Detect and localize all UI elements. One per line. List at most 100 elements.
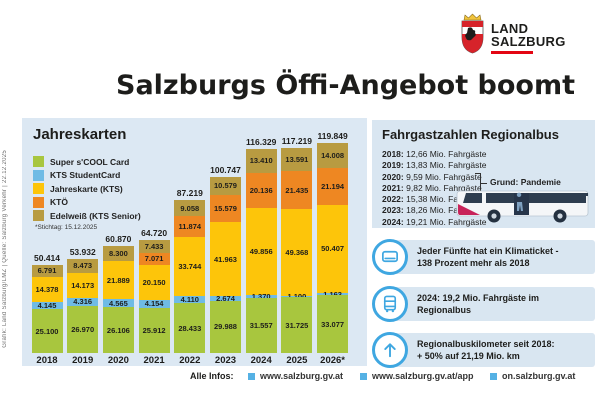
klimaticket-icon bbox=[372, 239, 408, 275]
row-year: 2021: bbox=[382, 182, 404, 193]
bar-segment: 50.407 bbox=[317, 204, 349, 293]
x-axis-label: 2022 bbox=[179, 355, 201, 366]
segment-value-label: 13.410 bbox=[249, 156, 273, 166]
segment-value-label: 50.407 bbox=[321, 244, 345, 254]
info-text-box: 2024: 19,2 Mio. Fahrgäste im Regionalbus bbox=[389, 287, 595, 321]
bar-segment: 20.150 bbox=[138, 265, 170, 301]
bar-segment: 4.145 bbox=[31, 300, 63, 310]
segment-value-label: 29.988 bbox=[214, 322, 237, 332]
bar-segment: 2.674 bbox=[210, 294, 241, 302]
segment-value-label: 6.791 bbox=[37, 266, 57, 276]
bar-segment: 29.988 bbox=[210, 300, 241, 353]
square-bullet-icon bbox=[490, 372, 497, 380]
fahrgastzahlen-list: 2018: 12,66 Mio. Fahrgäste 2019: 13,83 Mi… bbox=[382, 149, 486, 228]
bar-stack: 13.591 21.435 49.368 1.100 31.725 bbox=[281, 147, 313, 353]
row-text: 15,38 Mio. Fahrgäste bbox=[406, 194, 487, 205]
segment-value-label: 25.912 bbox=[142, 325, 166, 335]
footer-link[interactable]: on.salzburg.gv.at bbox=[490, 371, 575, 381]
bar-stack: 7.433 7.071 20.150 4.154 25.912 bbox=[138, 239, 170, 353]
row-year: 2024: bbox=[382, 216, 404, 227]
footer-link[interactable]: www.salzburg.gv.at bbox=[248, 371, 343, 381]
info-text-box: Regionalbuskilometer seit 2018: + 50% auf… bbox=[389, 333, 595, 367]
footer-link-text: www.salzburg.gv.at/app bbox=[372, 371, 474, 381]
info-callout: Jeder Fünfte hat ein Klimaticket - 138 Pr… bbox=[372, 238, 595, 276]
info-line: 138 Prozent mehr als 2018 bbox=[417, 258, 530, 268]
stacked-bar-chart: 50.414 6.791 14.378 4.145 25.100 2018 53.932 8.… bbox=[22, 118, 367, 366]
bar-segment: 6.791 bbox=[31, 264, 63, 277]
bar-segment: 1.370 bbox=[245, 293, 277, 300]
legend-swatch bbox=[33, 156, 44, 168]
bar-segment: 31.557 bbox=[245, 297, 277, 353]
segment-value-label: 7.433 bbox=[144, 241, 164, 251]
segment-value-label: 20.136 bbox=[249, 185, 273, 195]
bar-segment: 4.316 bbox=[67, 298, 99, 306]
row-year: 2022: bbox=[382, 194, 404, 205]
info-callout: Regionalbuskilometer seit 2018: + 50% auf… bbox=[372, 331, 595, 369]
segment-value-label: 9.058 bbox=[180, 203, 200, 213]
x-axis-label: 2026* bbox=[320, 355, 346, 366]
bar-total-label: 116.329 bbox=[246, 137, 277, 148]
bar-segment: 20.136 bbox=[245, 172, 277, 208]
x-axis-label: 2018 bbox=[36, 355, 58, 366]
bar-2021: 64.720 7.433 7.071 20.150 4.154 25.912 2021 bbox=[138, 228, 170, 366]
legend-swatch bbox=[33, 196, 44, 208]
segment-value-label: 4.145 bbox=[37, 300, 57, 310]
segment-value-label: 7.071 bbox=[144, 254, 164, 264]
legend-item: Jahreskarte (KTS) bbox=[33, 182, 141, 196]
legend-item: Super s'COOL Card bbox=[33, 155, 141, 169]
bar-total-label: 60.870 bbox=[105, 234, 132, 245]
fahrgast-row: 2018: 12,66 Mio. Fahrgäste bbox=[382, 149, 486, 160]
x-axis-label: 2024 bbox=[250, 355, 272, 366]
legend-swatch bbox=[33, 183, 44, 195]
segment-value-label: 4.154 bbox=[144, 299, 164, 309]
bar-stack: 8.473 14.173 4.316 26.970 bbox=[67, 258, 99, 353]
land-salzburg-logo: LAND SALZBURG bbox=[459, 13, 566, 55]
bar-segment: 9.058 bbox=[174, 200, 206, 217]
row-text: 12,66 Mio. Fahrgäste bbox=[406, 149, 487, 159]
segment-value-label: 25.100 bbox=[35, 326, 59, 336]
jahreskarten-chart-panel: Jahreskarten Super s'COOL Card KTS Studen… bbox=[22, 118, 367, 366]
bar-segment: 21.889 bbox=[102, 260, 134, 300]
row-text: 13,83 Mio. Fahrgäste bbox=[406, 160, 487, 171]
segment-value-label: 11.874 bbox=[178, 222, 202, 232]
bar-2023: 100.747 10.579 15.579 41.963 2.674 29.988 2023 bbox=[210, 165, 241, 366]
bar-2019: 53.932 8.473 14.173 4.316 26.970 2019 bbox=[67, 247, 99, 366]
bar-stack: 6.791 14.378 4.145 25.100 bbox=[31, 264, 63, 353]
x-axis-label: 2020 bbox=[107, 355, 129, 366]
footer-link[interactable]: www.salzburg.gv.at/app bbox=[360, 371, 474, 381]
bar-stack: 10.579 15.579 41.963 2.674 29.988 bbox=[210, 176, 241, 353]
fahrgast-row: 2022: 15,38 Mio. Fahrgäste bbox=[382, 194, 486, 205]
legend-label: KTÖ bbox=[50, 197, 68, 208]
bar-2024: 116.329 13.410 20.136 49.856 1.370 31.557 2024 bbox=[245, 137, 277, 366]
segment-value-label: 20.150 bbox=[142, 278, 166, 288]
footer-link-text: www.salzburg.gv.at bbox=[260, 371, 344, 381]
square-bullet-icon bbox=[248, 372, 255, 380]
bar-segment: 31.725 bbox=[281, 297, 313, 353]
row-year: 2020: bbox=[382, 171, 404, 182]
segment-value-label: 13.591 bbox=[285, 155, 309, 165]
regionalbus-illustration bbox=[456, 190, 589, 223]
segment-value-label: 33.077 bbox=[321, 319, 345, 329]
legend-swatch bbox=[33, 169, 44, 181]
bar-segment: 14.173 bbox=[67, 273, 99, 299]
bar-segment: 8.300 bbox=[102, 246, 134, 261]
arrow-up-icon bbox=[372, 332, 408, 368]
bar-segment: 26.970 bbox=[67, 305, 99, 353]
fahrgast-row: 2024: 19,21 Mio. Fahrgäste bbox=[382, 217, 486, 228]
fahrgastzahlen-title: Fahrgastzahlen Regionalbus bbox=[382, 127, 559, 142]
segment-value-label: 8.300 bbox=[109, 249, 128, 259]
segment-value-label: 26.970 bbox=[71, 324, 95, 334]
bar-stack: 14.008 21.194 50.407 1.163 33.077 bbox=[317, 143, 349, 353]
segment-value-label: 10.579 bbox=[214, 181, 237, 191]
segment-value-label: 33.744 bbox=[178, 261, 202, 271]
square-bullet-icon bbox=[360, 372, 367, 380]
fahrgast-row: 2021: 9,82 Mio. Fahrgäste bbox=[382, 183, 486, 194]
bar-2022: 87.219 9.058 11.874 33.744 4.110 28.433 2022 bbox=[174, 188, 206, 366]
segment-value-label: 31.725 bbox=[285, 320, 309, 330]
bar-segment: 8.473 bbox=[67, 258, 99, 274]
bar-stack: 8.300 21.889 4.565 26.106 bbox=[102, 246, 134, 353]
bar-segment: 28.433 bbox=[174, 303, 206, 353]
bar-stack: 9.058 11.874 33.744 4.110 28.433 bbox=[174, 200, 206, 353]
segment-value-label: 1.100 bbox=[288, 293, 307, 301]
